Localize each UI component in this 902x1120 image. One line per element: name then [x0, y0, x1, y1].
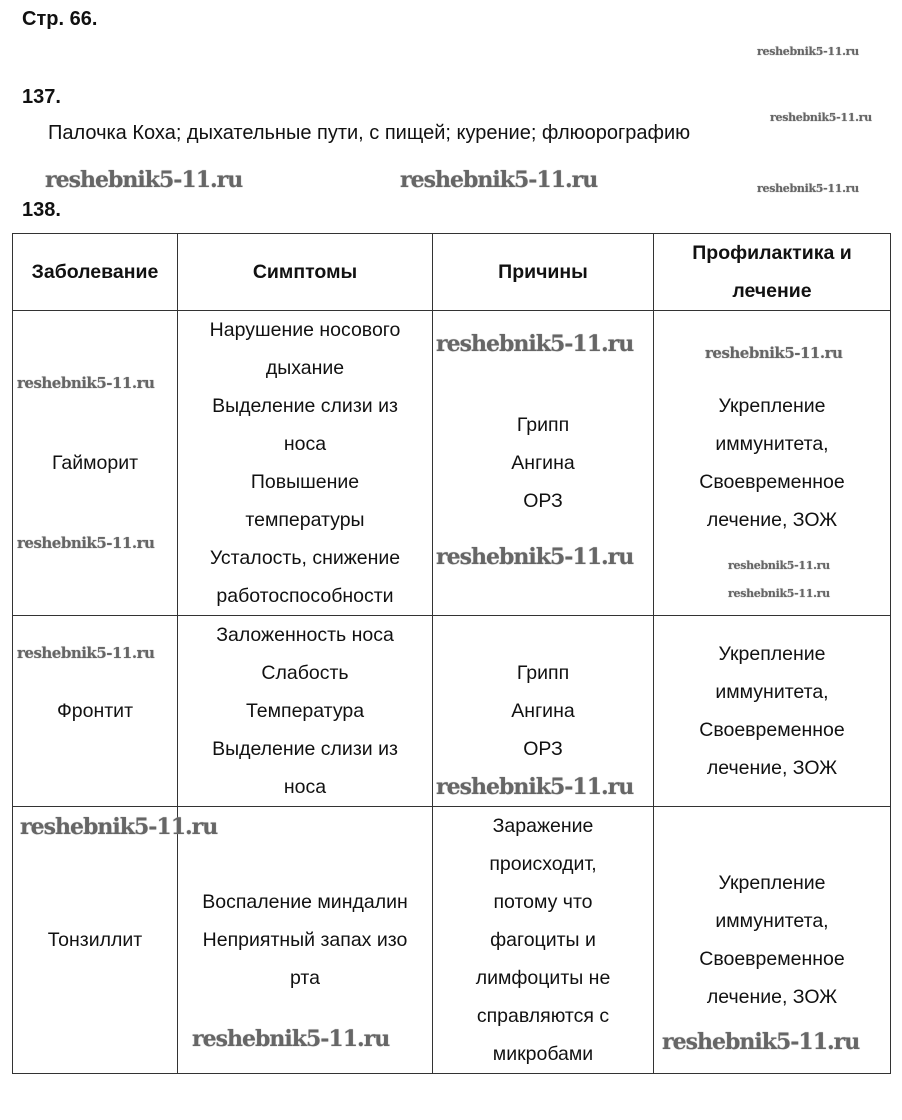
watermark: reshebnik5-11.ru — [662, 1029, 860, 1055]
table-row: Гайморит Нарушение носового дыхание Выде… — [12, 310, 891, 616]
watermark: reshebnik5-11.ru — [770, 111, 872, 124]
disease-cell: Гайморит — [12, 310, 178, 616]
watermark: reshebnik5-11.ru — [757, 45, 859, 58]
symptoms-cell: Воспаление миндалин Неприятный запах изо… — [177, 806, 433, 1074]
table-row: Фронтит Заложенность носа Слабость Темпе… — [12, 615, 891, 807]
table-header-row: Заболевание Симптомы Причины Профилактик… — [12, 233, 891, 311]
disease-cell: Фронтит — [12, 615, 178, 807]
watermark: reshebnik5-11.ru — [17, 644, 155, 662]
watermark: reshebnik5-11.ru — [45, 167, 243, 193]
watermark: reshebnik5-11.ru — [20, 814, 218, 840]
watermark: reshebnik5-11.ru — [17, 534, 155, 552]
watermark: reshebnik5-11.ru — [436, 774, 634, 800]
causes-cell: Заражение происходит, потому что фагоцит… — [432, 806, 654, 1074]
watermark: reshebnik5-11.ru — [436, 331, 634, 357]
watermark: reshebnik5-11.ru — [400, 167, 598, 193]
page-label: Стр. 66. — [22, 8, 98, 30]
header-causes: Причины — [432, 233, 654, 311]
header-disease: Заболевание — [12, 233, 178, 311]
watermark: reshebnik5-11.ru — [757, 182, 859, 195]
symptoms-cell: Заложенность носа Слабость Температура В… — [177, 615, 433, 807]
causes-cell: Грипп Ангина ОРЗ — [432, 310, 654, 616]
watermark: reshebnik5-11.ru — [728, 559, 830, 572]
watermark: reshebnik5-11.ru — [192, 1026, 390, 1052]
task-138-number: 138. — [22, 199, 61, 221]
watermark: reshebnik5-11.ru — [436, 544, 634, 570]
task-137-number: 137. — [22, 86, 61, 108]
header-prevention: Профилактика и лечение — [653, 233, 891, 311]
symptoms-cell: Нарушение носового дыхание Выделение сли… — [177, 310, 433, 616]
prevention-cell: Укрепление иммунитета, Своевременное леч… — [653, 615, 891, 807]
watermark: reshebnik5-11.ru — [705, 344, 843, 362]
prevention-cell: Укрепление иммунитета, Своевременное леч… — [653, 806, 891, 1074]
prevention-cell: Укрепление иммунитета, Своевременное леч… — [653, 310, 891, 616]
task-137-answer: Палочка Коха; дыхательные пути, с пищей;… — [48, 122, 691, 144]
diseases-table: Заболевание Симптомы Причины Профилактик… — [12, 233, 891, 1074]
causes-cell: Грипп Ангина ОРЗ — [432, 615, 654, 807]
table-row: Тонзиллит Воспаление миндалин Неприятный… — [12, 806, 891, 1074]
header-symptoms: Симптомы — [177, 233, 433, 311]
watermark: reshebnik5-11.ru — [17, 374, 155, 392]
disease-cell: Тонзиллит — [12, 806, 178, 1074]
watermark: reshebnik5-11.ru — [728, 587, 830, 600]
